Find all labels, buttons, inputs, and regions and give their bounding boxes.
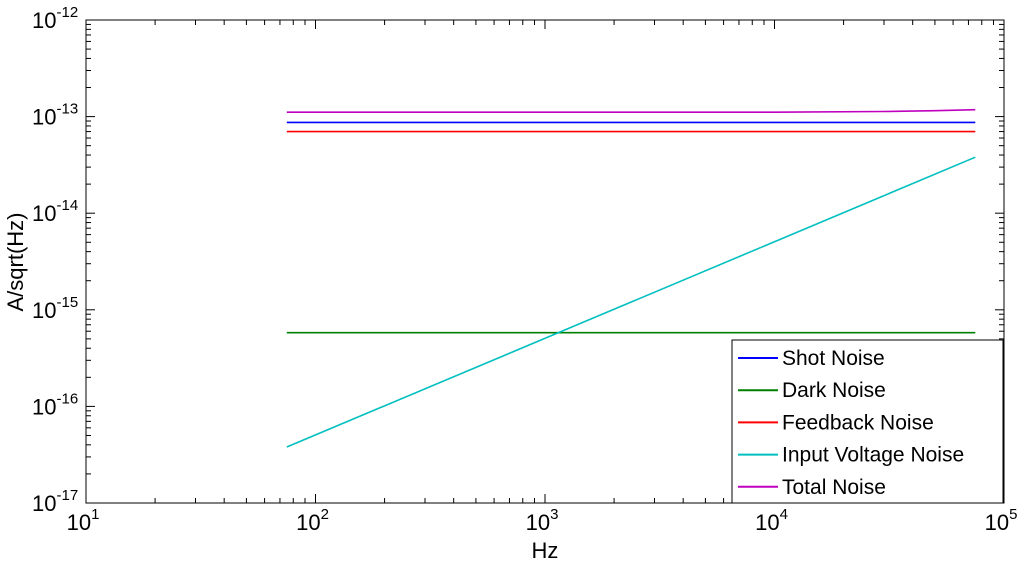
x-tick-label: 102 xyxy=(296,506,329,535)
series-lines xyxy=(286,108,976,448)
y-tick-label: 10-12 xyxy=(32,4,78,33)
y-tick-label: 10-16 xyxy=(32,390,78,419)
series-line-input-voltage-noise xyxy=(286,156,976,448)
y-tick-label: 10-17 xyxy=(32,487,78,516)
series-line-total-noise xyxy=(286,108,976,113)
y-tick-label: 10-14 xyxy=(32,197,78,226)
legend-label-feedback-noise: Feedback Noise xyxy=(782,411,934,434)
x-axis-ticks: 101 102 103 104 105 xyxy=(67,20,1018,535)
x-tick-label: 101 xyxy=(67,506,100,535)
y-tick-label: 10-15 xyxy=(32,294,78,323)
x-tick-label: 105 xyxy=(985,506,1018,535)
legend-label-input-voltage-noise: Input Voltage Noise xyxy=(782,444,964,467)
x-tick-label: 103 xyxy=(526,506,559,535)
legend: Shot Noise Dark Noise Feedback Noise Input … xyxy=(731,339,1004,504)
x-tick-label: 104 xyxy=(755,506,788,535)
y-tick-label: 10-13 xyxy=(32,101,78,130)
x-axis-label: Hz xyxy=(532,538,559,563)
legend-label-dark-noise: Dark Noise xyxy=(782,379,886,402)
legend-label-shot-noise: Shot Noise xyxy=(782,347,885,370)
legend-label-total-noise: Total Noise xyxy=(782,476,886,499)
y-axis-ticks: 10-17 10-16 10-15 10-14 10-13 10-12 xyxy=(32,4,1004,516)
y-axis-label: A/sqrt(Hz) xyxy=(3,213,28,312)
